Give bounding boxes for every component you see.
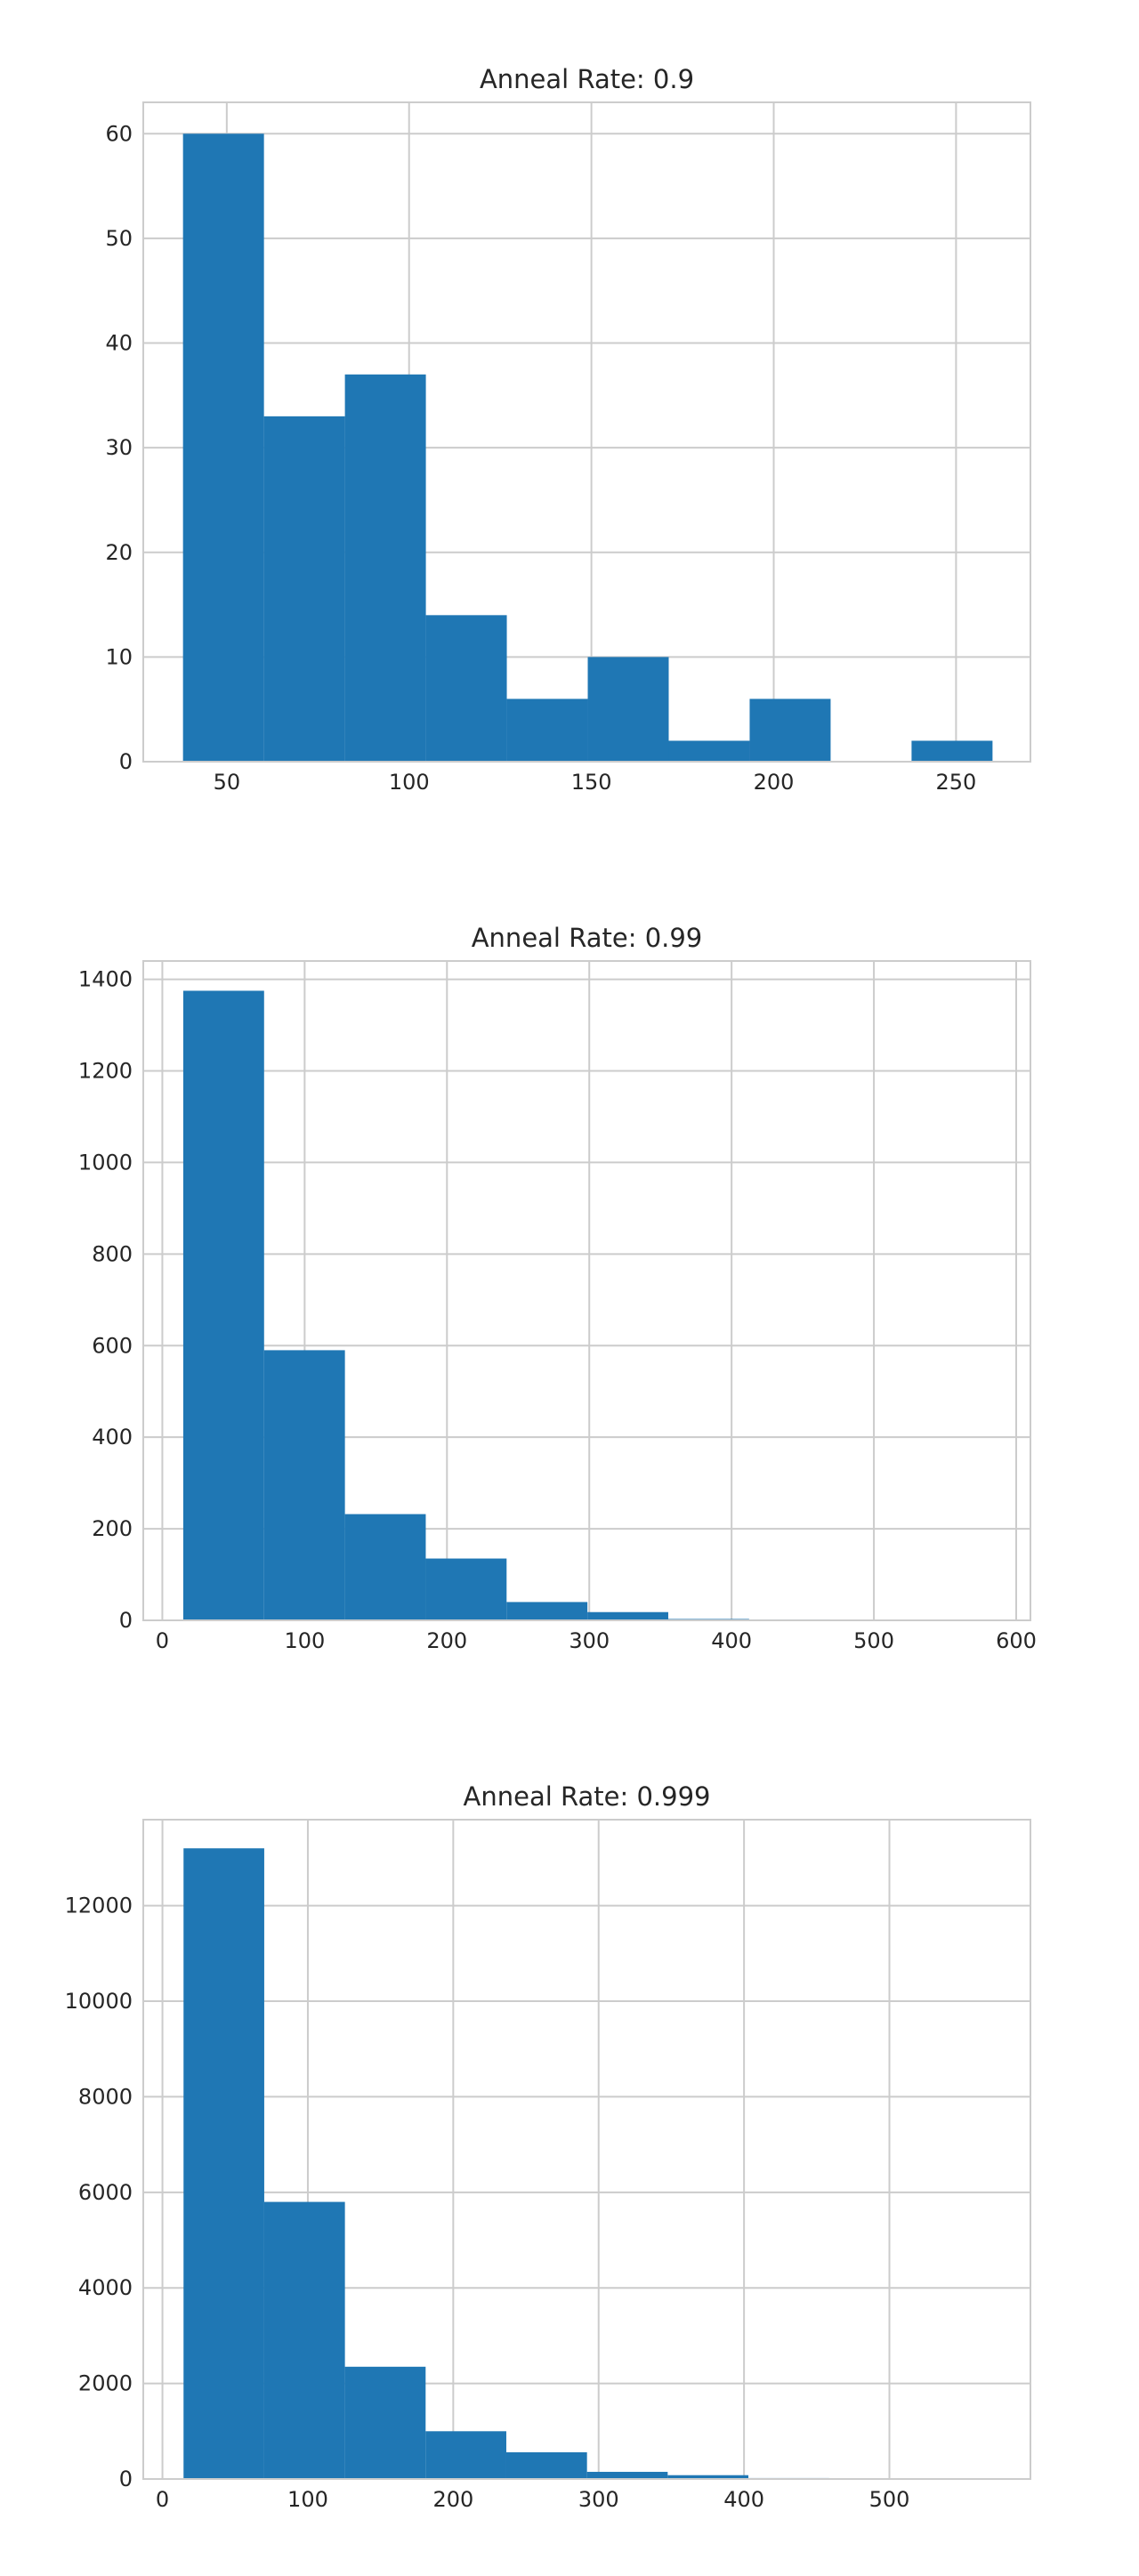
y-tick-label: 2000	[78, 2371, 133, 2396]
histogram-panel-1: Anneal Rate: 0.9 50 100 150 200 250 0 10 20 30 40 5…	[0, 0, 1139, 859]
histogram-bar	[425, 2431, 506, 2479]
x-tick-label: 300	[569, 1628, 610, 1653]
x-tick-label: 400	[711, 1628, 752, 1653]
histogram-bar	[425, 1559, 506, 1620]
y-tick-label: 60	[105, 121, 133, 146]
histogram-bar	[183, 1848, 264, 2479]
x-tick-label: 500	[853, 1628, 894, 1653]
histogram-bar	[345, 2367, 426, 2479]
histogram-bar	[345, 1514, 426, 1620]
histogram-bar	[183, 133, 264, 762]
histogram-bar	[264, 416, 345, 762]
y-tick-label: 200	[92, 1516, 133, 1541]
histogram-bar	[749, 699, 830, 762]
histogram-bar	[507, 699, 588, 762]
y-tick-label: 6000	[78, 2180, 133, 2205]
x-tick-label: 200	[432, 2487, 473, 2512]
y-tick-label: 0	[119, 749, 133, 774]
x-tick-label: 600	[996, 1628, 1037, 1653]
y-tick-label: 1400	[78, 967, 133, 992]
histogram-bar	[506, 1602, 587, 1620]
x-tick-label: 500	[869, 2487, 910, 2512]
x-tick-label: 200	[754, 770, 795, 795]
y-tick-label: 600	[92, 1333, 133, 1358]
x-tick-label: 0	[156, 1628, 169, 1653]
y-tick-label: 1200	[78, 1059, 133, 1084]
histogram-bar	[588, 657, 669, 762]
chart-title: Anneal Rate: 0.99	[472, 923, 703, 953]
chart-title: Anneal Rate: 0.999	[464, 1781, 711, 1812]
x-tick-label: 200	[426, 1628, 467, 1653]
x-tick-label: 400	[723, 2487, 764, 2512]
x-tick-label: 300	[578, 2487, 619, 2512]
x-tick-label: 150	[571, 770, 612, 795]
y-tick-label: 40	[105, 331, 133, 356]
y-tick-label: 30	[105, 435, 133, 460]
chart-title: Anneal Rate: 0.9	[480, 64, 694, 94]
histogram-panel-2: Anneal Rate: 0.99 0 100 200 300 400 500 600 0 200…	[0, 859, 1139, 1717]
y-tick-label: 20	[105, 540, 133, 565]
y-tick-label: 12000	[65, 1894, 133, 1918]
histogram-bar	[587, 2472, 668, 2479]
histogram-bar	[911, 740, 992, 762]
y-tick-label: 10000	[65, 1989, 133, 2014]
y-tick-label: 4000	[78, 2275, 133, 2300]
y-tick-label: 8000	[78, 2084, 133, 2109]
y-tick-label: 50	[105, 226, 133, 251]
y-tick-label: 1000	[78, 1150, 133, 1175]
histogram-bar	[587, 1612, 668, 1620]
histogram-bar	[264, 1350, 345, 1620]
x-tick-label: 250	[935, 770, 976, 795]
histogram-bar	[426, 615, 507, 762]
y-tick-label: 0	[119, 1608, 133, 1633]
histogram-panel-3: Anneal Rate: 0.999 0 100 200 300 400 500 0 2000 4…	[0, 1717, 1139, 2576]
y-tick-label: 10	[105, 644, 133, 669]
x-tick-label: 50	[214, 770, 241, 795]
y-tick-label: 800	[92, 1241, 133, 1266]
x-tick-label: 0	[156, 2487, 169, 2512]
y-tick-label: 0	[119, 2467, 133, 2491]
x-tick-label: 100	[284, 1628, 325, 1653]
histogram-bar	[264, 2202, 345, 2479]
y-tick-label: 400	[92, 1425, 133, 1450]
histogram-bar	[668, 740, 749, 762]
histogram-bar	[345, 375, 426, 762]
histogram-bar	[183, 990, 264, 1620]
x-tick-label: 100	[389, 770, 430, 795]
x-tick-label: 100	[287, 2487, 328, 2512]
histogram-bar	[506, 2452, 587, 2479]
